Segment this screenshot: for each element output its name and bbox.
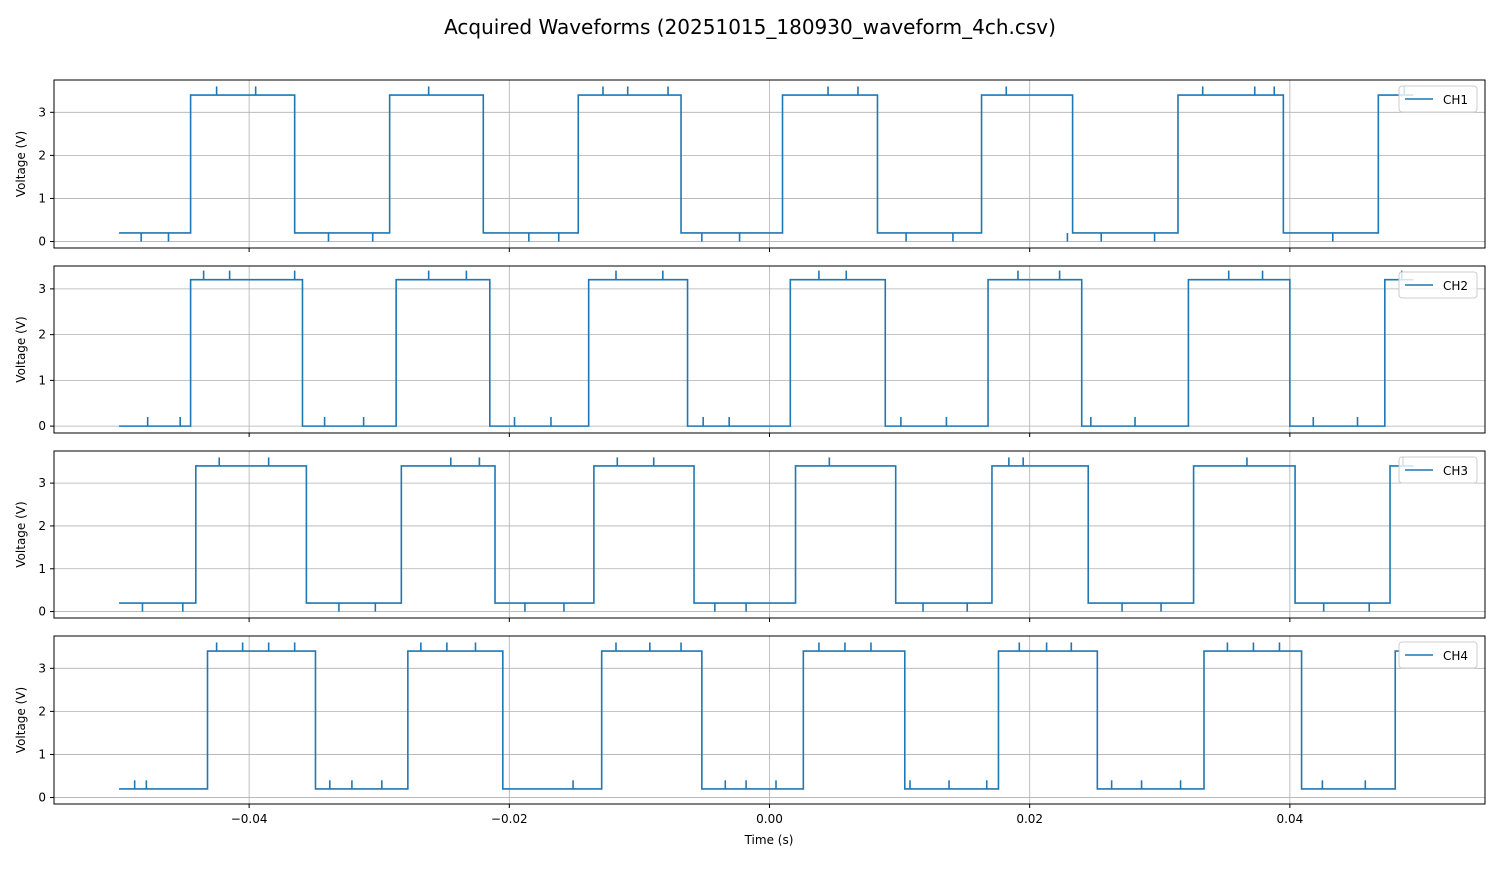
panels: 0 1 2 3 Voltage (V) CH1 0 1 2 3 Voltage (V) CH2 0 1 2 3… <box>14 79 1486 826</box>
y-tick-label: 0 <box>38 235 46 249</box>
y-tick-label: 3 <box>38 476 46 490</box>
figure-title: Acquired Waveforms (20251015_180930_wave… <box>444 15 1056 39</box>
y-tick-label: 1 <box>38 562 46 576</box>
y-tick-label: 3 <box>38 282 46 296</box>
y-tick-label: 3 <box>38 661 46 675</box>
panel-ch4: 0 1 2 3 −0.04 −0.02 0.00 0.02 0.04 Voltage (V) CH4 <box>14 635 1486 826</box>
y-axis-label: Voltage (V) <box>14 501 28 567</box>
series-line-ch1 <box>119 94 1414 234</box>
x-tick-label: 0.02 <box>1016 812 1043 826</box>
y-tick-label: 1 <box>38 191 46 205</box>
x-tick-label: −0.02 <box>491 812 528 826</box>
x-tick-label: 0.00 <box>756 812 783 826</box>
x-axis-label: Time (s) <box>744 833 794 847</box>
legend-box <box>1398 271 1478 299</box>
y-tick-label: 3 <box>38 105 46 119</box>
series-line-ch3 <box>119 465 1414 604</box>
y-tick-label: 1 <box>38 373 46 387</box>
legend-box <box>1398 641 1478 669</box>
y-tick-label: 2 <box>38 328 46 342</box>
legend-box <box>1398 456 1478 484</box>
x-tick-label: −0.04 <box>231 812 268 826</box>
legend-label: CH4 <box>1443 649 1468 663</box>
y-tick-label: 0 <box>38 419 46 433</box>
series-line-ch4 <box>119 650 1401 790</box>
legend-label: CH2 <box>1443 279 1468 293</box>
panel-ch2: 0 1 2 3 Voltage (V) CH2 <box>14 265 1486 437</box>
panel-ch3: 0 1 2 3 Voltage (V) CH3 <box>14 450 1486 622</box>
legend-box <box>1398 85 1478 113</box>
x-tick-label: 0.04 <box>1277 812 1304 826</box>
panel-ch1: 0 1 2 3 Voltage (V) CH1 <box>14 79 1486 252</box>
y-tick-label: 0 <box>38 791 46 805</box>
series-line-ch2 <box>119 278 1414 427</box>
y-axis-label: Voltage (V) <box>14 687 28 753</box>
y-tick-label: 1 <box>38 747 46 761</box>
y-tick-label: 2 <box>38 148 46 162</box>
y-tick-label: 0 <box>38 605 46 619</box>
y-axis-label: Voltage (V) <box>14 131 28 197</box>
y-tick-label: 2 <box>38 519 46 533</box>
y-tick-label: 2 <box>38 704 46 718</box>
y-axis-label: Voltage (V) <box>14 316 28 382</box>
legend-label: CH1 <box>1443 93 1468 107</box>
legend-label: CH3 <box>1443 464 1468 478</box>
